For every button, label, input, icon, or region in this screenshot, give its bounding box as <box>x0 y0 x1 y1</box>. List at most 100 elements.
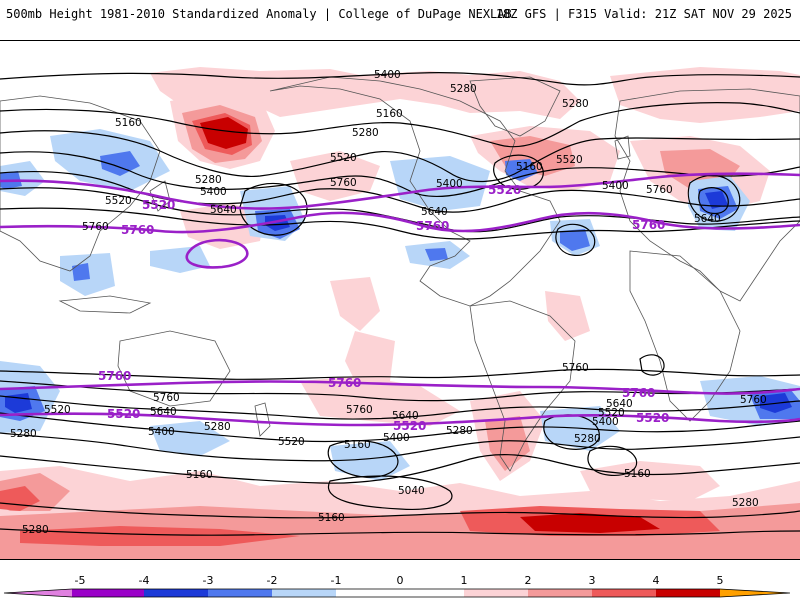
contour-closed-gl <box>493 154 544 190</box>
contour-label: 5160 <box>624 468 651 480</box>
contour-label: 5280 <box>450 83 477 95</box>
contour-label: 5280 <box>204 421 231 433</box>
contour-label: 5640 <box>421 206 448 218</box>
purple-5520-nh <box>0 172 800 210</box>
contour-5280-sh <box>0 432 800 462</box>
anomaly-map: 5400 5280 5280 5160 5280 5520 5160 5520 … <box>0 41 800 559</box>
contour-label: 5640 <box>606 398 633 410</box>
purple-contour-label: 5760 <box>632 218 665 232</box>
purple-contours <box>0 172 800 427</box>
contour-label: 5520 <box>278 436 305 448</box>
contour-label: 5160 <box>115 117 142 129</box>
contour-5160-b <box>0 151 800 198</box>
purple-label-group: 5520 5760 5760 5520 5760 5760 5760 5760 … <box>98 183 669 433</box>
contour-label: 5400 <box>374 69 401 81</box>
contour-label: 5400 <box>436 178 463 190</box>
contour-closed-europe <box>687 174 741 222</box>
colorbar-svg: -5 -4 -3 -2 -1 0 1 2 3 4 5 <box>3 574 791 598</box>
pos-anomaly-e-pacific-2 <box>345 331 395 391</box>
neg-anomaly-na-east <box>390 156 490 211</box>
map-title: 500mb Height 1981-2010 Standardized Anom… <box>6 7 512 21</box>
colorbar-tick-label: 4 <box>653 574 660 587</box>
contour-label: 5760 <box>646 184 673 196</box>
pos3-s-ocean-w <box>0 486 40 511</box>
pos2-s-america-s <box>485 416 530 471</box>
contour-label: 5280 <box>195 174 222 186</box>
purple-5760-nh <box>0 211 800 234</box>
contour-closed-hawaii <box>239 182 308 236</box>
contour-closed-sp <box>327 440 399 478</box>
contour-label: 5760 <box>346 404 373 416</box>
colorbar-tick-label: -2 <box>267 574 278 587</box>
purple-contour-label: 5520 <box>393 419 426 433</box>
purple-contour-label: 5760 <box>328 376 361 390</box>
colorbar-swatch-neg1 <box>272 589 336 597</box>
contour-label: 5520 <box>105 195 132 207</box>
contour-5160-a <box>0 130 800 183</box>
contour-label: 5160 <box>516 161 543 173</box>
colorbar-swatches <box>3 588 791 598</box>
colorbar-tick-label: -5 <box>75 574 86 587</box>
contour-closed-atl <box>555 223 596 256</box>
contour-5640-b <box>0 207 800 240</box>
contour-5520-sh <box>0 395 800 420</box>
contour-label: 5400 <box>602 180 629 192</box>
contour-5400-sh <box>0 412 800 443</box>
pos3-antarctic-w <box>20 526 300 546</box>
contour-label: 5280 <box>10 428 37 440</box>
coast-africa <box>629 250 741 422</box>
pos4-antarctic <box>520 513 660 533</box>
contour-5160-ant <box>0 502 800 519</box>
neg3-e-europe <box>705 191 728 209</box>
neg-anomaly-s-pacific-c <box>330 441 410 481</box>
coast-indonesia <box>58 295 152 314</box>
colorbar-outline <box>3 588 791 598</box>
colorbar-tick-label: 5 <box>717 574 724 587</box>
coast-asia-west <box>0 95 161 272</box>
pos-anomaly-siberia <box>610 67 800 123</box>
colorbar-ticks: -5 -4 -3 -2 -1 0 1 2 3 4 5 <box>75 574 724 587</box>
purple-contour-label: 5760 <box>416 219 449 233</box>
purple-contour-label: 5520 <box>636 411 669 425</box>
colorbar-swatch-neg3 <box>144 589 208 597</box>
coast-new-zealand <box>254 402 271 437</box>
contour-label: 5280 <box>22 524 49 536</box>
colorbar-tick-label: 0 <box>397 574 404 587</box>
contour-label: 5760 <box>740 394 767 406</box>
contour-label: 5760 <box>562 362 589 374</box>
map-panel[interactable]: 5400 5280 5280 5160 5280 5520 5160 5520 … <box>0 40 800 560</box>
colorbar-tick-label: -4 <box>139 574 150 587</box>
contour-closed-europe-2 <box>698 187 729 215</box>
neg-anomaly-s-pacific-w <box>150 421 230 456</box>
colorbar-swatch-pos2 <box>528 589 592 597</box>
contour-closed-sindian <box>587 445 638 476</box>
colorbar-swatch-pos3 <box>592 589 656 597</box>
contour-label: 5400 <box>148 426 175 438</box>
contour-label: 5280 <box>732 497 759 509</box>
contour-label: 5400 <box>592 416 619 428</box>
contour-label: 5280 <box>562 98 589 110</box>
pos-anomaly-e-pacific <box>330 277 380 331</box>
purple-contour-label: 5520 <box>142 198 175 212</box>
colorbar-tick-label: 3 <box>589 574 596 587</box>
pos-anomaly-s-indian <box>580 461 720 501</box>
contour-label: 5040 <box>398 485 425 497</box>
contour-label: 5520 <box>330 152 357 164</box>
contour-label: 5520 <box>598 407 625 419</box>
colorbar-tick-label: 1 <box>461 574 468 587</box>
purple-contour-label: 5760 <box>98 369 131 383</box>
contour-label-group: 5400 5280 5280 5160 5280 5520 5160 5520 … <box>10 69 767 536</box>
contour-label: 5640 <box>150 406 177 418</box>
colorbar-swatch-neg4 <box>72 589 144 597</box>
colorbar-swatch-neg2 <box>208 589 272 597</box>
contour-label: 5760 <box>82 221 109 233</box>
contour-5640-sh <box>0 380 800 402</box>
contour-5280-ant <box>0 528 800 536</box>
coast-australia <box>117 330 231 407</box>
contour-label: 5400 <box>200 186 227 198</box>
colorbar-legend: -5 -4 -3 -2 -1 0 1 2 3 4 5 <box>0 572 800 600</box>
neg2-n-pacific <box>100 151 140 176</box>
purple-closed-hawaii <box>185 238 249 269</box>
colorbar-tick-label: -3 <box>203 574 214 587</box>
purple-contour-label: 5760 <box>121 223 154 237</box>
